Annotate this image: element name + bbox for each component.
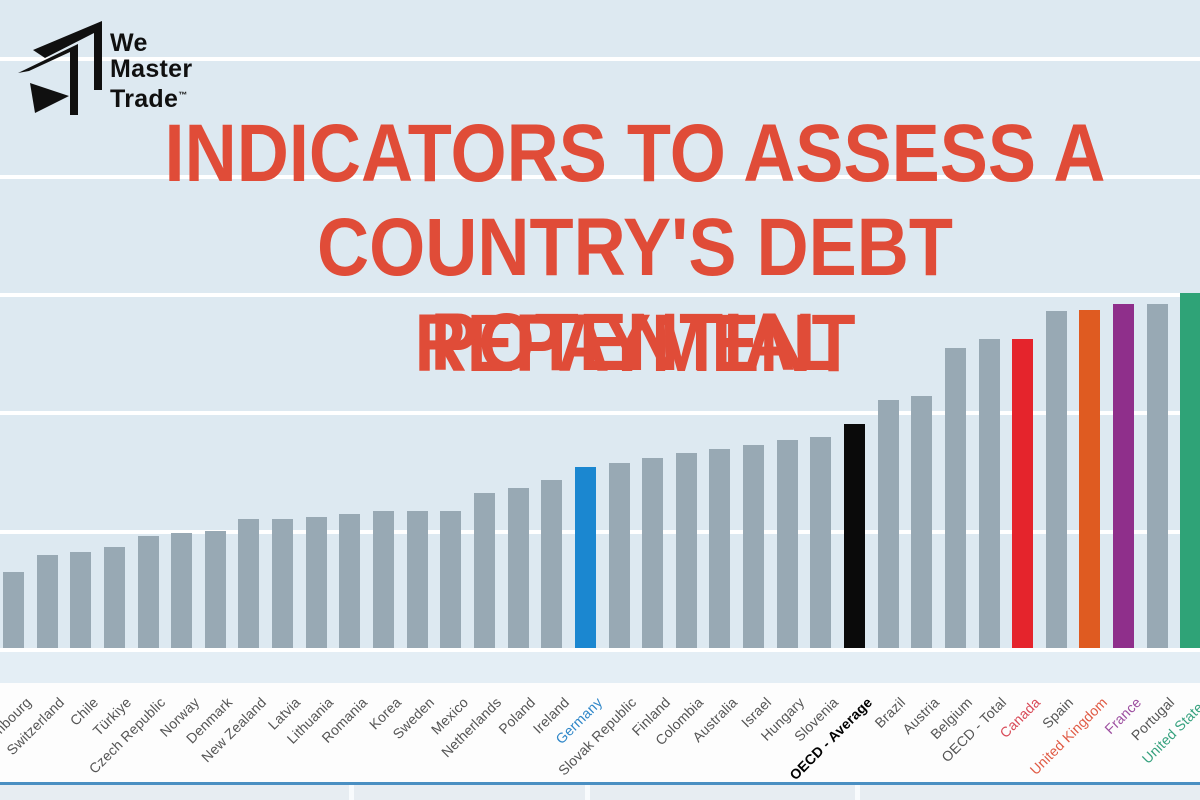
bar-poland	[507, 488, 529, 648]
bar-t-rkiye	[103, 547, 125, 648]
page-title-line-3: POTENTIAL	[430, 297, 840, 388]
brand-line-we: We	[110, 29, 148, 57]
footer-strip	[0, 785, 1200, 800]
bar-sweden	[406, 510, 428, 648]
bar-denmark	[204, 530, 226, 648]
footer-divider	[0, 782, 1200, 785]
bar-korea	[373, 510, 395, 648]
bar-netherlands	[473, 493, 495, 648]
bar-spain	[1045, 310, 1067, 648]
bar-mexico	[440, 510, 462, 648]
brand-line-master: Master	[110, 55, 193, 83]
gridline-200	[0, 174, 1200, 179]
bar-new-zealand	[238, 519, 260, 648]
brand-logo-text: We Master Trade™	[110, 30, 192, 112]
bar-ireland	[541, 480, 563, 648]
bar-belgium	[944, 347, 966, 648]
bar-united-states	[1180, 293, 1200, 648]
bar-switzerland	[36, 554, 58, 648]
bar-australia	[709, 449, 731, 648]
bar-portugal	[1146, 303, 1168, 648]
bar-oecd-total	[978, 339, 1000, 648]
bar-romania	[339, 514, 361, 648]
trademark-symbol: ™	[178, 90, 188, 100]
gridline-150	[0, 293, 1200, 298]
brand-line-trade: Trade™	[110, 85, 188, 113]
bar-france	[1113, 303, 1135, 648]
bar-colombia	[675, 452, 697, 648]
footer-cell-separator	[585, 785, 590, 800]
bar-canada	[1012, 339, 1034, 648]
bar-austria	[911, 396, 933, 648]
page-title-line-2: COUNTRY'S DEBT REPAYMENT	[317, 202, 953, 389]
bar-luxembourg	[3, 572, 24, 648]
footer-cell-separator	[855, 785, 860, 800]
bar-norway	[171, 533, 193, 648]
bar-slovak-republic	[608, 463, 630, 648]
bar-hungary	[776, 439, 798, 648]
bar-czech-republic	[137, 535, 159, 648]
bar-germany	[574, 467, 596, 648]
bar-latvia	[272, 519, 294, 648]
bar-lithuania	[305, 516, 327, 648]
gridline-0	[0, 648, 1200, 652]
bar-finland	[642, 457, 664, 648]
gridline-50	[0, 529, 1200, 534]
footer-cell-separator	[349, 785, 354, 800]
bar-brazil	[877, 399, 899, 648]
gridline-100	[0, 411, 1200, 416]
bar-israel	[743, 444, 765, 648]
brand-logo-icon	[18, 21, 102, 115]
bar-oecd-average	[844, 424, 865, 648]
bar-chile	[70, 552, 92, 648]
category-label-band	[0, 683, 1200, 782]
bar-slovenia	[810, 437, 832, 648]
axis-band	[0, 652, 1200, 683]
page-title-line-1: INDICATORS TO ASSESS A	[164, 108, 1106, 199]
bar-united-kingdom	[1079, 309, 1101, 648]
gridline-250	[0, 56, 1200, 61]
